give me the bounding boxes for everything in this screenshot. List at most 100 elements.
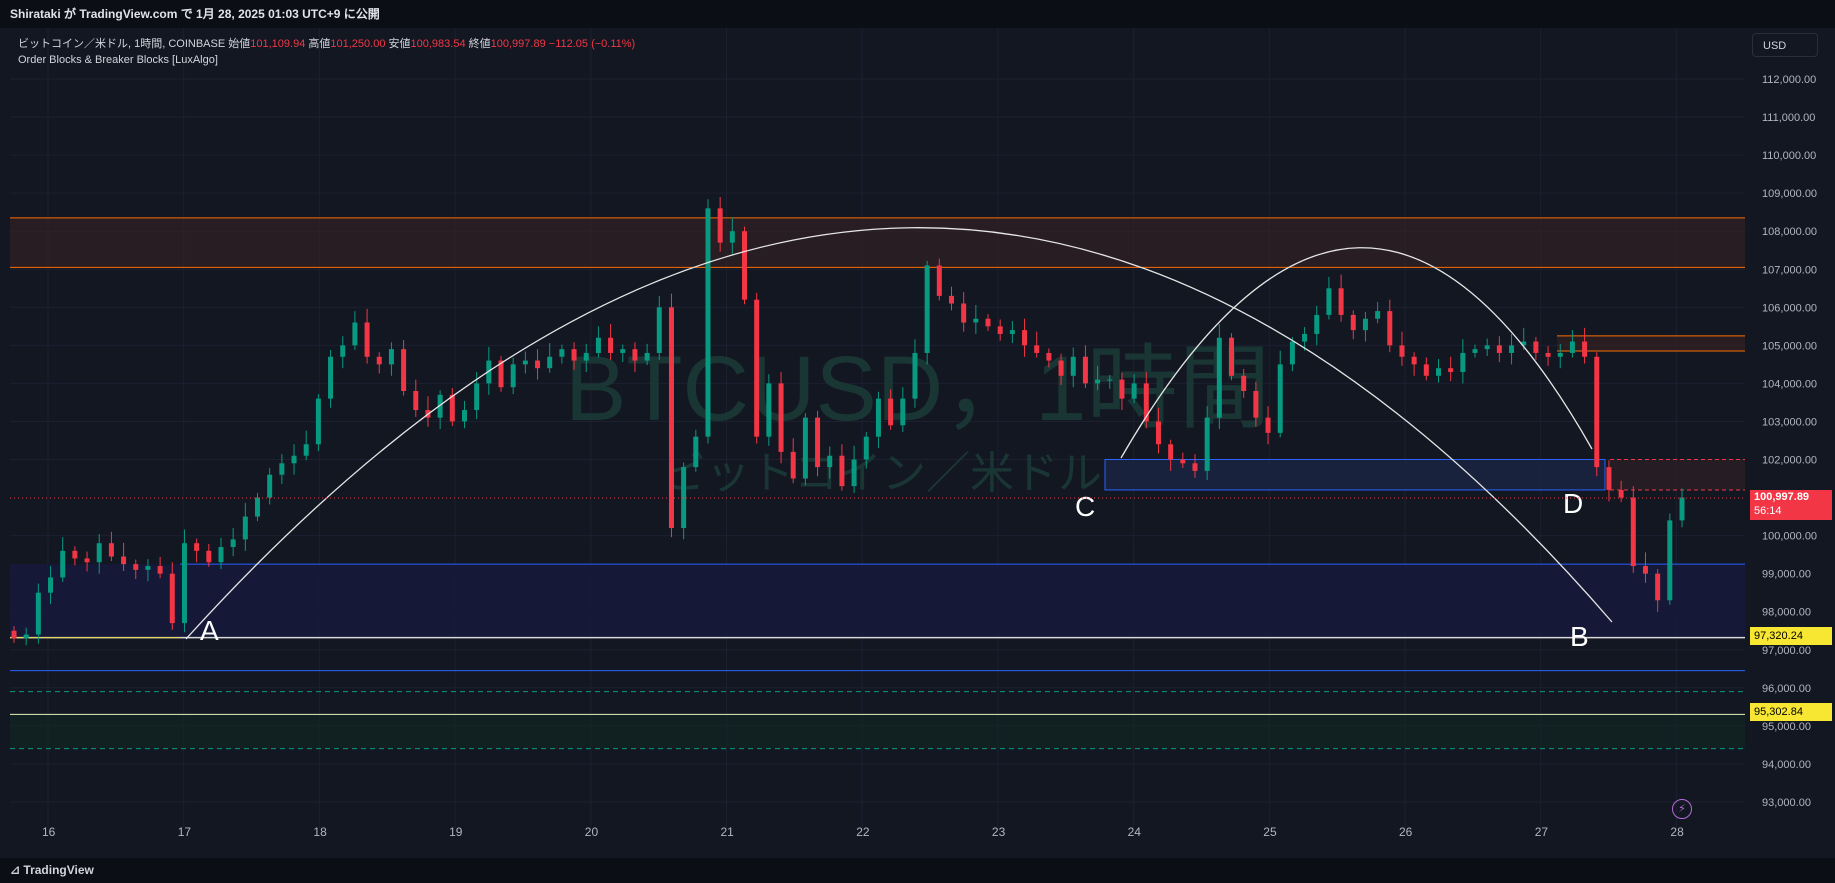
currency-button[interactable]: USD — [1752, 33, 1818, 57]
candle-body — [1411, 356, 1417, 365]
time-tick-label: 23 — [992, 825, 1006, 839]
price-tick-label: 105,000.00 — [1762, 340, 1817, 352]
arc-c-d[interactable] — [1120, 247, 1593, 459]
legend-high-value: 101,250.00 — [330, 38, 386, 50]
candle-body — [608, 337, 614, 353]
chart-canvas[interactable]: BTCUSD，1時間 ビットコイン／米ドル A B C D 112,000.00… — [0, 28, 1835, 858]
candle-body — [291, 455, 297, 464]
candle-body — [1326, 288, 1332, 315]
candle-body — [535, 360, 541, 369]
legend-open-value: 101,109.94 — [250, 38, 306, 50]
legend-change: −112.05 (−0.11%) — [548, 38, 636, 50]
candle-body — [790, 451, 796, 479]
watermark-name: ビットコイン／米ドル — [662, 449, 1102, 498]
price-tick-label: 98,000.00 — [1762, 607, 1811, 619]
candle-body — [1350, 314, 1356, 331]
candle-body — [851, 459, 857, 487]
label-a: A — [200, 615, 219, 646]
breaker-block-cd[interactable] — [1104, 459, 1606, 491]
lightning-icon[interactable]: ⚡ — [1672, 799, 1692, 819]
candle-body — [875, 398, 881, 437]
price-tick-label: 99,000.00 — [1762, 569, 1811, 581]
brand-text: TradingView — [23, 863, 94, 877]
candle-body — [705, 208, 711, 437]
candle-body — [1216, 337, 1222, 418]
time-tick-label: 28 — [1670, 825, 1684, 839]
price-tick-label: 111,000.00 — [1762, 112, 1815, 124]
candle-body — [1569, 341, 1575, 353]
price-tick-label: 95,000.00 — [1762, 721, 1811, 733]
candle-body — [961, 303, 967, 323]
candle-body — [1058, 360, 1064, 376]
publish-text: Shirataki が TradingView.com で 1月 28, 202… — [10, 7, 380, 21]
candle-body — [1594, 356, 1600, 468]
candle-body — [693, 436, 699, 468]
candle-body — [583, 352, 589, 361]
candle-body — [401, 349, 407, 392]
bearish-order-block-right[interactable] — [1557, 335, 1745, 352]
candle-body — [413, 391, 419, 411]
time-axis: 16 17 18 19 20 21 22 23 24 25 26 27 28 — [42, 825, 1684, 839]
candle-body — [656, 307, 662, 353]
arc-a-b[interactable] — [185, 227, 1613, 640]
bearish-order-block-top[interactable] — [10, 217, 1745, 268]
candle-body — [1082, 356, 1088, 384]
candle-body — [1521, 341, 1527, 346]
chart-pane[interactable]: BTCUSD，1時間 ビットコイン／米ドル A B C D 112,000.00… — [0, 28, 1835, 858]
candle-body — [1533, 341, 1539, 353]
publish-header: Shirataki が TradingView.com で 1月 28, 202… — [0, 0, 1835, 28]
time-tick-label: 22 — [856, 825, 870, 839]
candle-body — [145, 566, 151, 570]
candle-body — [1642, 566, 1648, 574]
candle-body — [1302, 333, 1308, 342]
price-tick-label: 112,000.00 — [1762, 74, 1816, 86]
candle-body — [1460, 352, 1466, 372]
candle-body — [863, 436, 869, 460]
candle-body — [620, 349, 626, 353]
candle-body — [376, 356, 382, 365]
price-tick-label: 94,000.00 — [1762, 759, 1811, 771]
candle-body — [60, 550, 66, 578]
candle-body — [815, 417, 821, 468]
candle-body — [388, 349, 394, 365]
time-tick-label: 16 — [42, 825, 56, 839]
candle-body — [1131, 383, 1137, 399]
candle-body — [48, 577, 54, 593]
candle-body — [1155, 421, 1161, 445]
candle-body — [1022, 330, 1028, 346]
candle-body — [96, 543, 102, 563]
candle-body — [559, 349, 565, 357]
breaker-block-d-zone[interactable] — [1610, 459, 1745, 490]
footer-bar: ⊿ TradingView — [0, 858, 1835, 883]
candle-body — [900, 398, 906, 426]
tradingview-logo[interactable]: ⊿ TradingView — [10, 858, 94, 883]
bullish-zone-lower[interactable] — [10, 714, 1745, 749]
price-axis: 112,000.00 111,000.00 110,000.00 109,000.00… — [1762, 74, 1817, 809]
level-tag-97320: 97,320.24 — [1750, 627, 1832, 645]
candle-body — [1143, 383, 1149, 422]
current-price-value: 100,997.89 — [1754, 491, 1810, 503]
candle-body — [1448, 368, 1454, 372]
time-tick-label: 21 — [721, 825, 735, 839]
candle-body — [1435, 368, 1441, 376]
candle-body — [1277, 364, 1283, 433]
candle-body — [242, 516, 248, 540]
price-tick-label: 108,000.00 — [1762, 226, 1817, 238]
price-tick-label: 100,000.00 — [1762, 531, 1817, 543]
candle-body — [547, 356, 553, 369]
candle-body — [267, 474, 273, 498]
candle-body — [681, 467, 687, 528]
bullish-order-block[interactable] — [10, 564, 1745, 639]
candle-body — [1253, 391, 1259, 418]
price-tick-label: 106,000.00 — [1762, 302, 1817, 314]
candle-body — [510, 364, 516, 388]
drawings: A B C D — [185, 227, 1613, 652]
time-tick-label: 25 — [1263, 825, 1277, 839]
legend-indicator[interactable]: Order Blocks & Breaker Blocks [LuxAlgo] — [18, 54, 218, 66]
candle-body — [279, 463, 285, 475]
legend-close-label: 終値 — [468, 38, 491, 50]
candle-body — [1362, 318, 1368, 331]
candle-body — [1204, 417, 1210, 471]
candle-body — [717, 208, 723, 243]
candle-body — [948, 295, 954, 304]
